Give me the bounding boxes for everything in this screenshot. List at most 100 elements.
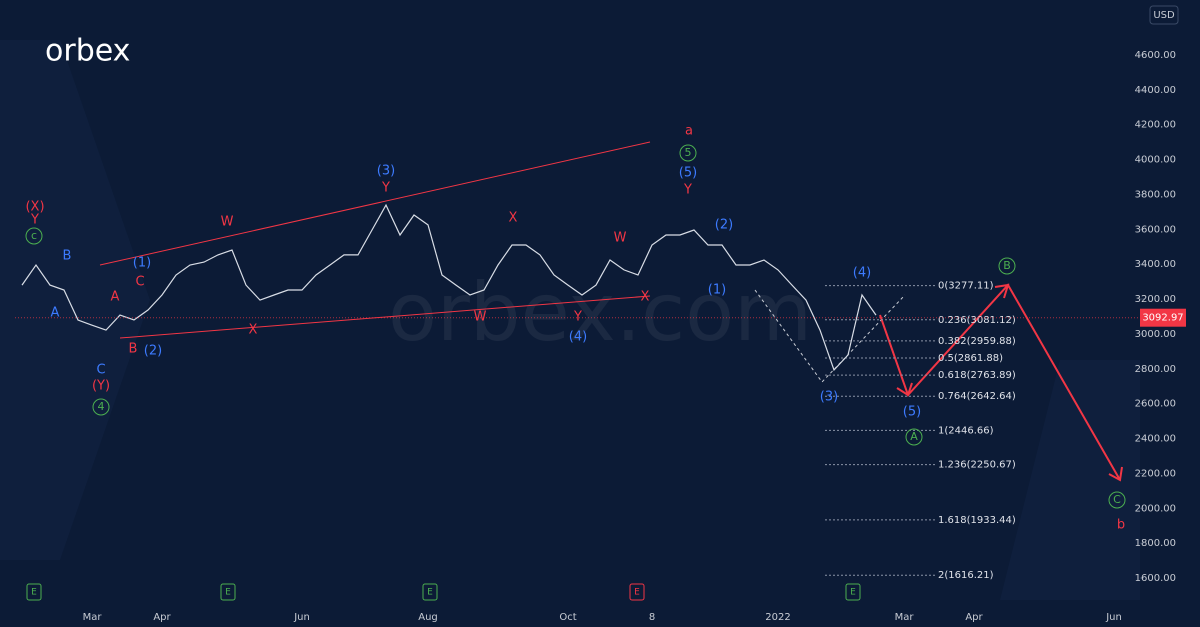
wave-label: a bbox=[685, 124, 693, 139]
wave-label: (1) bbox=[133, 256, 151, 271]
wave-label: 4 bbox=[98, 400, 105, 413]
wave-label: B bbox=[63, 249, 72, 264]
fib-label: 0.236(3081.12) bbox=[938, 315, 1016, 326]
event-marker bbox=[26, 583, 42, 601]
wave-label: (5) bbox=[679, 166, 697, 181]
event-marker-label: E bbox=[634, 588, 640, 598]
wave-label: A bbox=[111, 290, 120, 305]
trend-line bbox=[99, 141, 651, 266]
arrow-head bbox=[896, 382, 913, 397]
wave-label: (1) bbox=[708, 283, 726, 298]
wave-label: (X) bbox=[25, 200, 44, 215]
x-tick-label: Mar bbox=[895, 612, 915, 623]
y-tick-label: 1800.00 bbox=[1135, 538, 1176, 549]
wave-label: B bbox=[1003, 259, 1011, 272]
arrow-head bbox=[994, 283, 1010, 299]
wave-label: A bbox=[910, 430, 918, 443]
currency-label: USD bbox=[1153, 10, 1175, 21]
wave-label: B bbox=[129, 342, 138, 357]
event-marker bbox=[220, 583, 236, 601]
x-tick-label: Oct bbox=[559, 612, 576, 623]
y-tick-label: 3400.00 bbox=[1135, 259, 1176, 270]
last-price-label: 3092.97 bbox=[1142, 313, 1183, 324]
event-marker-label: E bbox=[31, 588, 37, 598]
fib-label: 2(1616.21) bbox=[938, 570, 994, 581]
wave-label: b bbox=[1117, 518, 1125, 533]
y-tick-label: 2600.00 bbox=[1135, 399, 1176, 410]
wave-label: W bbox=[474, 310, 487, 325]
arrow-head bbox=[1108, 466, 1123, 482]
event-marker bbox=[422, 583, 438, 601]
wave-label: Y bbox=[683, 183, 692, 198]
event-marker-label: E bbox=[850, 588, 856, 598]
wave-label: 5 bbox=[685, 146, 692, 159]
wave-label: Y bbox=[573, 310, 582, 325]
wave-label: (4) bbox=[569, 330, 587, 345]
price-line bbox=[21, 203, 877, 372]
x-tick-label: Mar bbox=[83, 612, 103, 623]
event-marker-label: E bbox=[225, 588, 231, 598]
x-tick-label: Aug bbox=[418, 612, 438, 623]
y-tick-label: 4400.00 bbox=[1135, 85, 1176, 96]
x-tick-label: Jun bbox=[1105, 612, 1122, 623]
y-tick-label: 4200.00 bbox=[1135, 120, 1176, 131]
event-marker-label: E bbox=[427, 588, 433, 598]
y-tick-label: 4600.00 bbox=[1135, 50, 1176, 61]
fib-label: 1(2446.66) bbox=[938, 425, 994, 436]
y-tick-label: 2800.00 bbox=[1135, 364, 1176, 375]
brand-logo: orbex bbox=[45, 34, 130, 69]
fib-label: 1.236(2250.67) bbox=[938, 460, 1016, 471]
fib-label: 0.5(2861.88) bbox=[938, 353, 1003, 364]
y-tick-label: 2000.00 bbox=[1135, 503, 1176, 514]
wave-label: W bbox=[614, 231, 627, 246]
forecast-arrow bbox=[879, 283, 1121, 481]
x-tick-label: 8 bbox=[649, 612, 655, 623]
y-tick-label: 1600.00 bbox=[1135, 573, 1176, 584]
wave-circle bbox=[25, 227, 43, 245]
trend-line bbox=[119, 295, 651, 339]
wave-circle bbox=[998, 257, 1016, 275]
watermark: orbex.com bbox=[388, 266, 812, 359]
currency-box bbox=[1149, 5, 1179, 25]
bg-shape bbox=[1000, 360, 1140, 600]
wave-label: X bbox=[509, 211, 518, 226]
wave-label: C bbox=[135, 275, 144, 290]
x-tick-label: Apr bbox=[153, 612, 171, 623]
fib-label: 0.618(2763.89) bbox=[938, 370, 1016, 381]
wave-label: (4) bbox=[853, 266, 871, 281]
fib-label: 0.764(2642.64) bbox=[938, 391, 1016, 402]
fib-base-line bbox=[754, 289, 906, 383]
wave-circle bbox=[1108, 491, 1126, 509]
y-tick-label: 2400.00 bbox=[1135, 434, 1176, 445]
wave-label: (2) bbox=[144, 344, 162, 359]
wave-label: (Y) bbox=[92, 379, 110, 394]
wave-circle bbox=[679, 144, 697, 162]
wave-label: X bbox=[249, 323, 258, 338]
last-price-box bbox=[1140, 308, 1186, 327]
y-tick-label: 4000.00 bbox=[1135, 155, 1176, 166]
wave-label: W bbox=[221, 215, 234, 230]
wave-circle bbox=[905, 428, 923, 446]
wave-label: c bbox=[31, 229, 37, 242]
wave-label: Y bbox=[30, 213, 39, 228]
wave-label: C bbox=[96, 363, 105, 378]
y-tick-label: 3600.00 bbox=[1135, 224, 1176, 235]
wave-label: (3) bbox=[820, 390, 838, 405]
y-tick-label: 3200.00 bbox=[1135, 294, 1176, 305]
y-tick-label: 2200.00 bbox=[1135, 468, 1176, 479]
y-tick-label: 3000.00 bbox=[1135, 329, 1176, 340]
bg-shape bbox=[0, 40, 150, 560]
x-tick-label: Jun bbox=[293, 612, 310, 623]
fib-label: 0.382(2959.88) bbox=[938, 336, 1016, 347]
event-marker bbox=[629, 583, 645, 601]
x-tick-label: Apr bbox=[965, 612, 983, 623]
wave-label: X bbox=[641, 290, 650, 305]
wave-label: (2) bbox=[715, 218, 733, 233]
wave-circle bbox=[92, 398, 110, 416]
wave-label: C bbox=[1113, 493, 1121, 506]
x-tick-label: 2022 bbox=[765, 612, 790, 623]
wave-label: (3) bbox=[377, 164, 395, 179]
